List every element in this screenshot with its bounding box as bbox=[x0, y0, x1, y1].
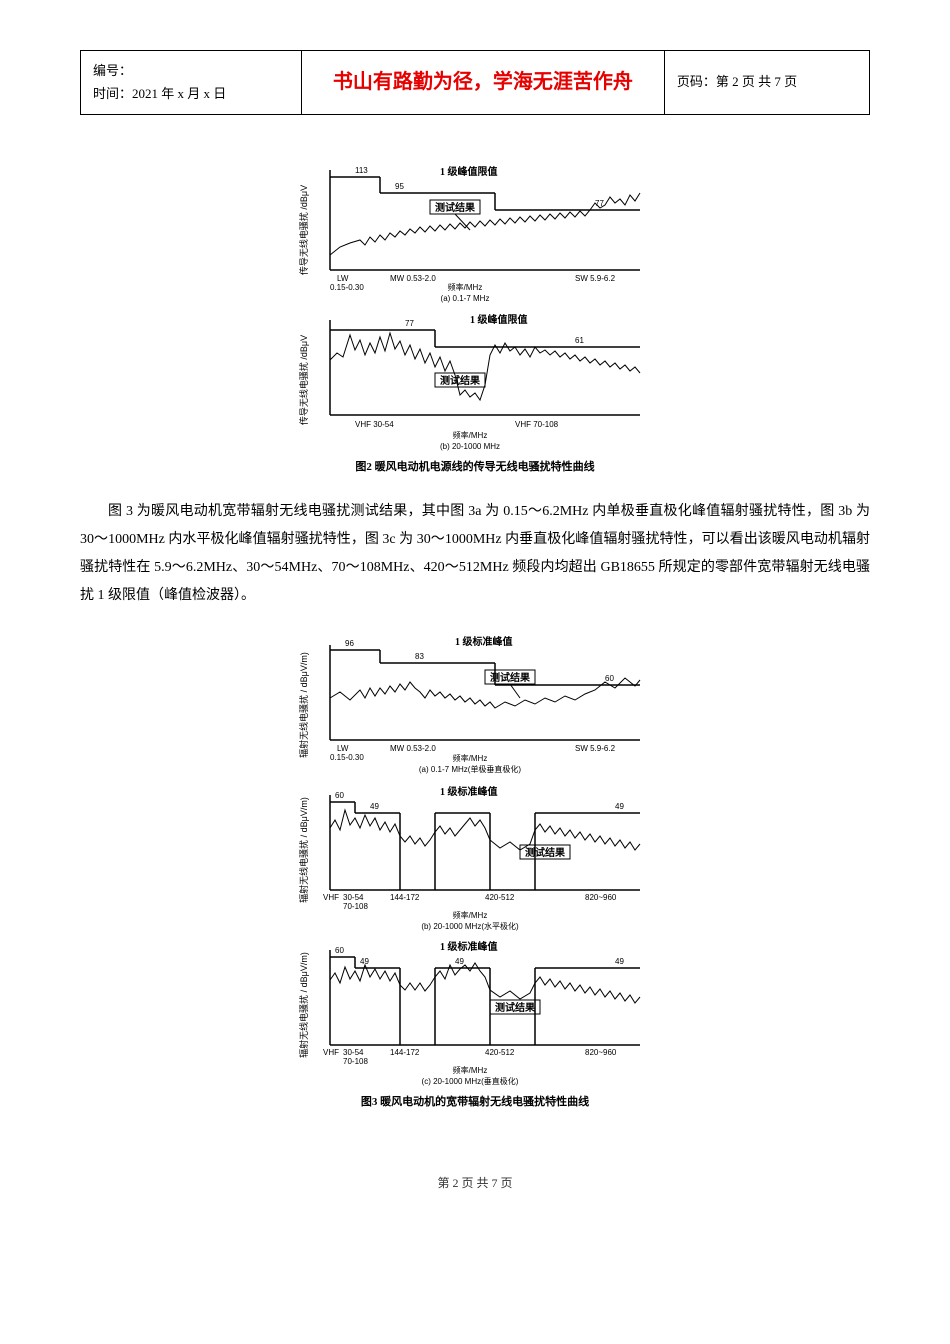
fig3b-v1: 60 bbox=[335, 791, 344, 800]
fig3a-v1: 96 bbox=[345, 639, 354, 648]
fig3b-ylabel: 辐射无线电骚扰 / dBμV/m) bbox=[298, 797, 309, 903]
fig2a-ylabel: 传导无线电骚扰 /dBμV bbox=[298, 185, 309, 275]
fig3b-v2: 49 bbox=[370, 802, 379, 811]
fig3b-xt2: 420-512 bbox=[485, 893, 515, 902]
header-left-cell: 编号： 时间：2021 年 x 月 x 日 bbox=[81, 51, 302, 115]
fig2a-val1: 113 bbox=[355, 166, 368, 175]
fig3b-v5: 49 bbox=[615, 802, 624, 811]
fig3a-limit-label: 1 级标准峰值 bbox=[455, 635, 513, 648]
figure-2-caption: 图2 暖风电动机电源线的传导无线电骚扰特性曲线 bbox=[295, 459, 655, 477]
fig3b-limit-label: 1 级标准峰值 bbox=[440, 785, 498, 798]
fig3b-subcap: (b) 20-1000 MHz(水平极化) bbox=[421, 921, 519, 931]
fig2a-subcap: (a) 0.1-7 MHz bbox=[441, 294, 490, 303]
fig2b-val2: 61 bbox=[575, 336, 584, 345]
fig3b-xt1: 144-172 bbox=[390, 893, 420, 902]
figure-2: 传导无线电骚扰 /dBμV 113 95 77 1 级峰值限值 测试结果 LW … bbox=[80, 155, 870, 478]
fig3b-result-label: 测试结果 bbox=[525, 846, 566, 859]
fig3a-ylabel: 辐射无线电骚扰 / dBμV/m) bbox=[298, 652, 309, 758]
fig3a-xt1: MW 0.53-2.0 bbox=[390, 744, 436, 753]
fig3c-v3: 49 bbox=[455, 957, 464, 966]
fig2b-subcap: (b) 20-1000 MHz bbox=[440, 442, 500, 451]
fig2b-result-label: 测试结果 bbox=[440, 374, 481, 387]
figure-3-panel-b: 辐射无线电骚扰 / dBμV/m) 60 49 49 1 级标准峰值 测试结果 … bbox=[295, 780, 655, 935]
fig2b-xtick1: VHF 70-108 bbox=[515, 420, 559, 429]
fig2a-xtick0: 0.15-0.30 bbox=[330, 283, 364, 292]
doc-number: 编号： bbox=[93, 59, 289, 82]
figure-3-caption: 图3 暖风电动机的宽带辐射无线电骚扰特性曲线 bbox=[295, 1094, 655, 1112]
document-header: 编号： 时间：2021 年 x 月 x 日 书山有路勤为径，学海无涯苦作舟 页码… bbox=[80, 50, 870, 115]
fig3c-result-label: 测试结果 bbox=[495, 1001, 536, 1014]
fig3c-ylabel: 辐射无线电骚扰 / dBμV/m) bbox=[298, 952, 309, 1058]
figure-3-panel-a: 辐射无线电骚扰 / dBμV/m) 96 83 60 1 级标准峰值 测试结果 … bbox=[295, 630, 655, 780]
fig3a-result-label: 测试结果 bbox=[490, 671, 531, 684]
fig3a-xlabel: 频率/MHz bbox=[453, 753, 488, 763]
fig3c-v1: 60 bbox=[335, 946, 344, 955]
fig3c-xlabel: 频率/MHz bbox=[453, 1065, 488, 1075]
fig3a-subcap: (a) 0.1-7 MHz(单极垂直极化) bbox=[419, 764, 522, 774]
header-page: 页码：第 2 页 共 7 页 bbox=[664, 51, 869, 115]
fig3c-xt0: 30-54 bbox=[343, 1048, 364, 1057]
fig3c-limit-label: 1 级标准峰值 bbox=[440, 940, 498, 953]
doc-date: 时间：2021 年 x 月 x 日 bbox=[93, 82, 289, 105]
fig2b-limit-label: 1 级峰值限值 bbox=[470, 313, 528, 326]
fig3a-xt0: 0.15-0.30 bbox=[330, 753, 364, 762]
fig2a-xlabel: 频率/MHz bbox=[448, 282, 483, 292]
fig2b-val1: 77 bbox=[405, 319, 414, 328]
fig3a-v3: 60 bbox=[605, 674, 614, 683]
fig3c-xt2: 420-512 bbox=[485, 1048, 515, 1057]
fig2a-xtick-lw: LW bbox=[337, 274, 349, 283]
fig3b-xlabel: 频率/MHz bbox=[453, 910, 488, 920]
fig3b-xt3: 820~960 bbox=[585, 893, 617, 902]
fig2a-limit-label: 1 级峰值限值 bbox=[440, 165, 498, 178]
fig2a-val2: 95 bbox=[395, 182, 404, 191]
fig2b-ylabel: 传导无线电骚扰 /dBμV bbox=[298, 335, 309, 425]
header-title: 书山有路勤为径，学海无涯苦作舟 bbox=[301, 51, 664, 115]
fig2a-xtick2: SW 5.9-6.2 bbox=[575, 274, 616, 283]
paragraph-1: 图 3 为暖风电动机宽带辐射无线电骚扰测试结果，其中图 3a 为 0.15～6.… bbox=[80, 498, 870, 610]
figure-2-panel-b: 传导无线电骚扰 /dBμV 77 61 1 级峰值限值 测试结果 VHF 30-… bbox=[295, 305, 655, 455]
figure-2-panel-a: 传导无线电骚扰 /dBμV 113 95 77 1 级峰值限值 测试结果 LW … bbox=[295, 155, 655, 305]
fig2a-xtick1: MW 0.53-2.0 bbox=[390, 274, 436, 283]
figure-3-panel-c: 辐射无线电骚扰 / dBμV/m) 60 49 49 49 1 级标准峰值 测试… bbox=[295, 935, 655, 1090]
fig2b-xtick0: VHF 30-54 bbox=[355, 420, 394, 429]
fig3c-xt3: 820~960 bbox=[585, 1048, 617, 1057]
fig3b-xt0: 30-54 bbox=[343, 893, 364, 902]
fig3b-vhf: VHF bbox=[323, 893, 339, 902]
figure-3: 辐射无线电骚扰 / dBμV/m) 96 83 60 1 级标准峰值 测试结果 … bbox=[80, 630, 870, 1113]
fig3a-v2: 83 bbox=[415, 652, 424, 661]
page-footer: 第 2 页 共 7 页 bbox=[80, 1174, 870, 1193]
fig3b-xte: 70-108 bbox=[343, 902, 368, 911]
fig3c-xte: 70-108 bbox=[343, 1057, 368, 1066]
fig3c-vhf: VHF bbox=[323, 1048, 339, 1057]
fig2a-result-label: 测试结果 bbox=[435, 201, 476, 214]
fig3c-v5: 49 bbox=[615, 957, 624, 966]
fig3a-xtick-lw: LW bbox=[337, 744, 349, 753]
fig3a-xt2: SW 5.9-6.2 bbox=[575, 744, 616, 753]
fig3c-xt1: 144-172 bbox=[390, 1048, 420, 1057]
fig3c-subcap: (c) 20-1000 MHz(垂直极化) bbox=[422, 1076, 519, 1086]
fig2b-xlabel: 频率/MHz bbox=[453, 430, 488, 440]
